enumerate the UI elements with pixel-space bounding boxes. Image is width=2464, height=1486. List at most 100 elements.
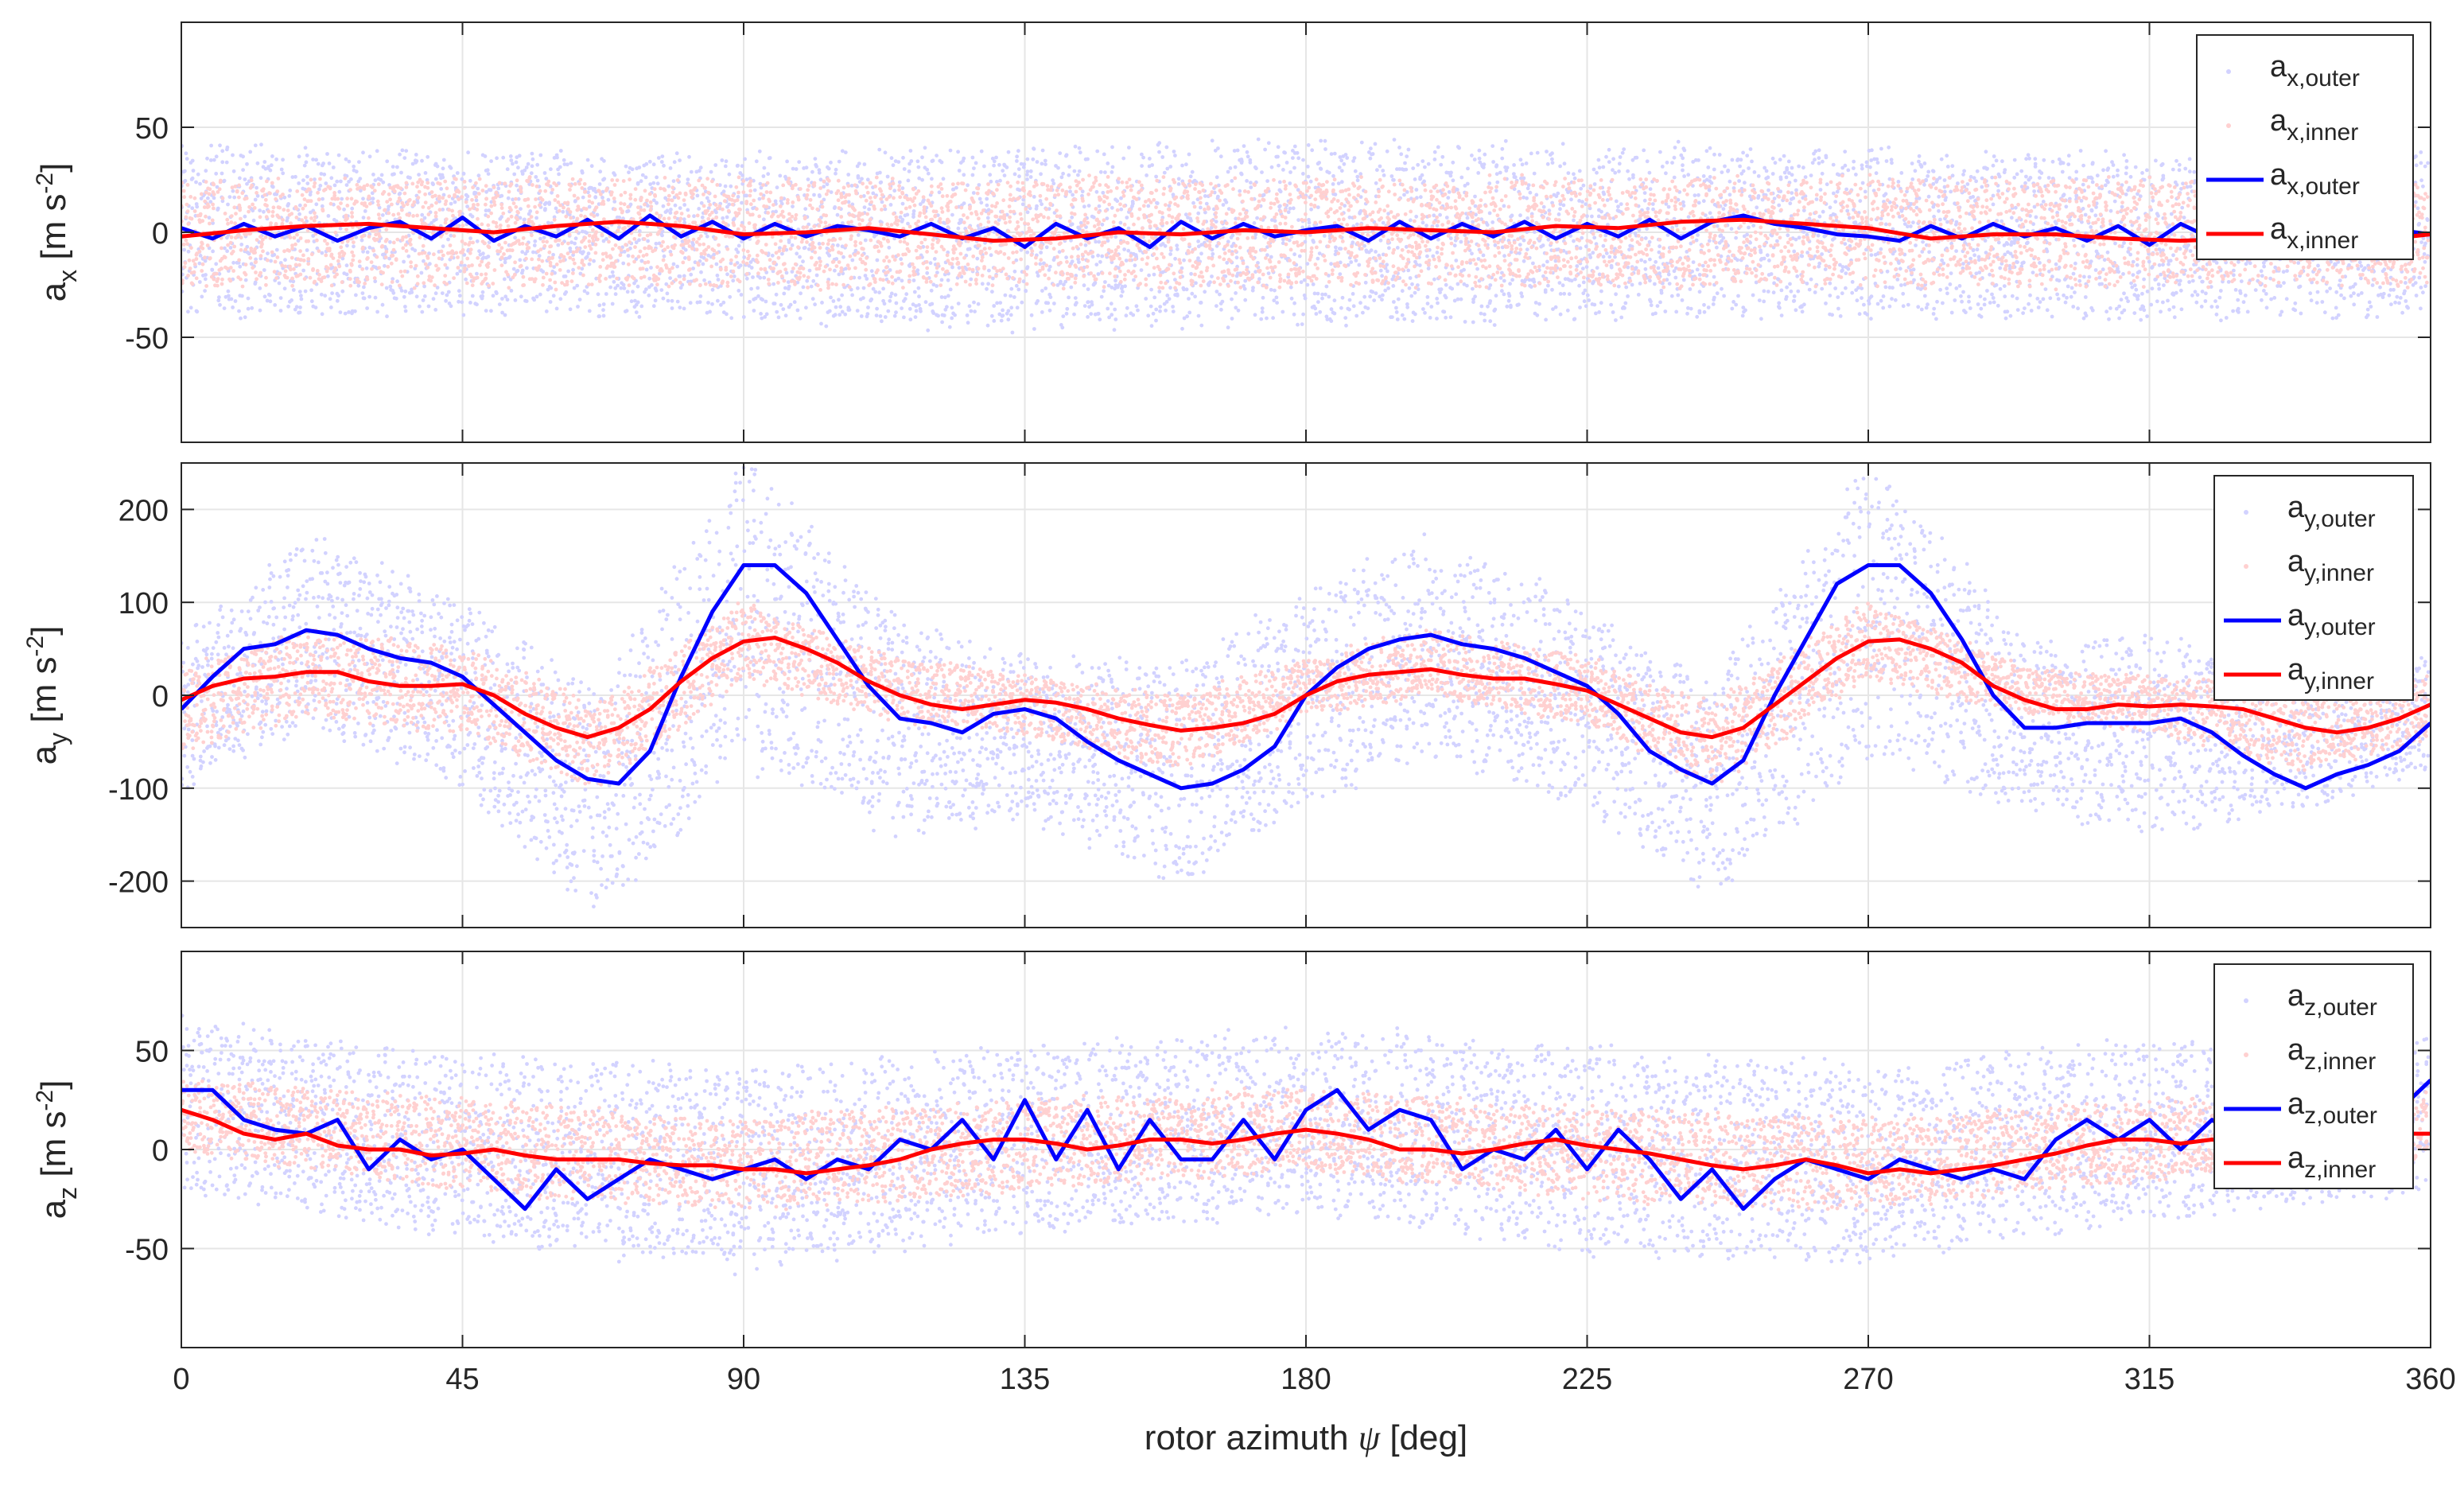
- scatter-point: [1012, 295, 1016, 299]
- scatter-point: [1961, 290, 1965, 294]
- scatter-point: [1281, 168, 1285, 172]
- scatter-point: [403, 309, 408, 313]
- scatter-point: [1047, 308, 1052, 313]
- scatter-point: [992, 304, 997, 308]
- scatter-point: [719, 284, 723, 288]
- scatter-point: [1988, 301, 1992, 305]
- scatter-point: [354, 235, 359, 239]
- scatter-point: [1083, 243, 1088, 247]
- scatter-point: [1041, 261, 1046, 266]
- scatter-point: [647, 159, 652, 164]
- scatter-point: [2015, 296, 2019, 301]
- scatter-point: [2061, 161, 2066, 165]
- scatter-point: [2236, 306, 2241, 311]
- scatter-point: [2012, 241, 2017, 245]
- scatter-point: [624, 164, 628, 169]
- scatter-point: [1934, 317, 1938, 321]
- scatter-point: [430, 181, 435, 185]
- scatter-point: [507, 255, 512, 259]
- scatter-point: [1078, 227, 1082, 231]
- scatter-point: [1902, 222, 1907, 226]
- scatter-point: [1860, 163, 1864, 168]
- scatter-point: [1883, 285, 1888, 290]
- scatter-point: [1020, 300, 1024, 305]
- scatter-point: [833, 313, 838, 317]
- scatter-point: [402, 294, 406, 299]
- scatter-point: [1056, 165, 1060, 170]
- scatter-point: [766, 172, 771, 177]
- scatter-point: [2145, 168, 2149, 173]
- scatter-point: [748, 260, 753, 264]
- scatter-point: [1378, 268, 1383, 273]
- scatter-point: [915, 159, 920, 164]
- scatter-point: [1664, 171, 1668, 176]
- scatter-point: [2054, 262, 2058, 266]
- scatter-point: [1047, 292, 1052, 297]
- scatter-point: [325, 152, 329, 156]
- scatter-point: [552, 265, 556, 269]
- scatter-point: [659, 288, 664, 292]
- scatter-point: [542, 235, 546, 239]
- scatter-point: [1119, 294, 1124, 298]
- scatter-point: [727, 172, 732, 177]
- scatter-point: [1706, 165, 1711, 169]
- scatter-point: [1446, 196, 1451, 200]
- scatter-point: [524, 165, 529, 169]
- scatter-point: [972, 166, 976, 171]
- scatter-point: [319, 292, 324, 297]
- scatter-point: [740, 181, 745, 186]
- scatter-point: [358, 177, 363, 181]
- scatter-point: [1199, 323, 1204, 328]
- scatter-point: [1252, 221, 1257, 225]
- scatter-point: [1109, 301, 1113, 306]
- scatter-point: [314, 202, 319, 207]
- scatter-point: [814, 273, 819, 278]
- scatter-point: [1387, 246, 1391, 251]
- scatter-point: [1168, 252, 1172, 256]
- scatter-point: [1956, 181, 1960, 185]
- scatter-point: [729, 316, 734, 321]
- scatter-point: [654, 288, 659, 293]
- scatter-point: [1410, 319, 1415, 323]
- scatter-point: [357, 160, 361, 165]
- scatter-point: [1794, 188, 1798, 193]
- scatter-point: [461, 171, 466, 176]
- scatter-point: [1838, 314, 1843, 318]
- scatter-point: [1245, 179, 1249, 183]
- scatter-point: [1681, 163, 1685, 168]
- scatter-point: [998, 301, 1003, 305]
- scatter-point: [592, 259, 596, 263]
- scatter-point: [861, 194, 866, 198]
- scatter-point: [1263, 147, 1267, 152]
- scatter-point: [1596, 214, 1601, 219]
- scatter-point: [2214, 312, 2219, 317]
- scatter-point: [1611, 157, 1615, 161]
- scatter-point: [1913, 169, 1918, 173]
- scatter-point: [907, 161, 911, 166]
- scatter-point: [347, 310, 351, 314]
- scatter-point: [561, 209, 565, 214]
- scatter-point: [254, 257, 258, 262]
- scatter-point: [373, 295, 378, 300]
- scatter-point: [1782, 154, 1786, 158]
- scatter-point: [586, 190, 590, 195]
- scatter-point: [1854, 288, 1859, 292]
- scatter-point: [1998, 286, 2003, 291]
- scatter-point: [1449, 170, 1453, 175]
- scatter-point: [1502, 204, 1506, 208]
- scatter-point: [2066, 284, 2070, 289]
- scatter-point: [1488, 319, 1493, 324]
- scatter-point: [612, 173, 617, 177]
- scatter-point: [1220, 299, 1225, 304]
- scatter-point: [1585, 214, 1589, 219]
- scatter-point: [1016, 287, 1021, 292]
- scatter-point: [764, 312, 769, 317]
- scatter-point: [322, 172, 327, 177]
- scatter-point: [227, 294, 231, 298]
- scatter-point: [2174, 158, 2178, 163]
- scatter-point: [1260, 170, 1264, 175]
- scatter-point: [702, 278, 706, 282]
- scatter-point: [1797, 164, 1801, 169]
- scatter-point: [1681, 156, 1685, 161]
- scatter-point: [1245, 150, 1249, 154]
